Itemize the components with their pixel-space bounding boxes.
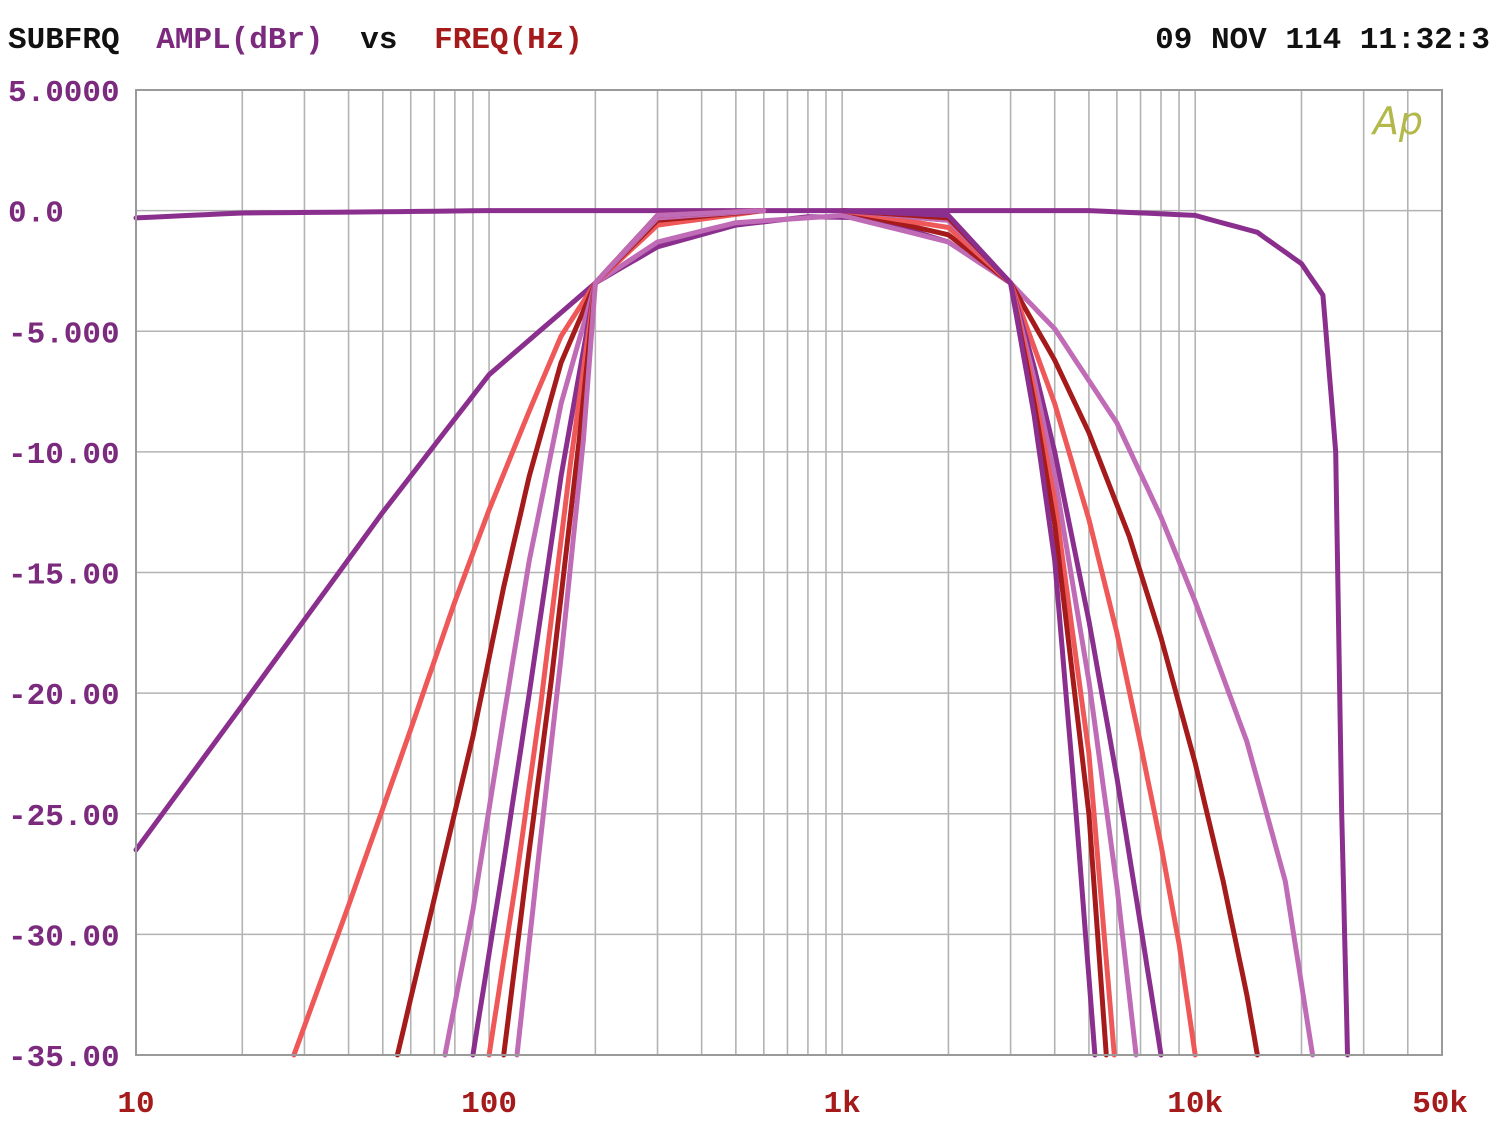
series-line-10: [839, 208, 1098, 1058]
y-tick-label: -35.00: [8, 1041, 120, 1076]
y-tick-label: -20.00: [8, 679, 120, 714]
series-line-2: [133, 214, 1014, 853]
series-layer: [133, 208, 1350, 1058]
header-x-quantity: FREQ(Hz): [434, 23, 583, 58]
header-timestamp: 09 NOV 114 11:32:3: [1155, 23, 1490, 58]
x-tick-label: 1k: [824, 1087, 861, 1122]
x-tick-label: 50k: [1412, 1087, 1468, 1122]
header-vs: vs: [360, 23, 397, 58]
y-tick-label: -15.00: [8, 559, 120, 594]
y-tick-label: -10.00: [8, 438, 120, 473]
series-line-17: [514, 208, 767, 1058]
header-prefix: SUBFRQ: [8, 23, 120, 58]
series-line-5: [839, 208, 1198, 1058]
series-line-1: [133, 208, 1350, 1058]
y-tick-label: 0.0: [8, 197, 64, 232]
series-line-3: [592, 212, 1316, 1058]
x-tick-label: 10: [117, 1087, 154, 1122]
y-tick-label: -30.00: [8, 920, 120, 955]
header-title: SUBFRQ AMPL(dBr) vs FREQ(Hz): [8, 23, 583, 58]
y-tick-label: -25.00: [8, 800, 120, 835]
y-tick-label: 5.0000: [8, 76, 120, 111]
axis-labels: 5.0000 0.0 -5.000 -10.00 -15.00 -20.00 -25.00 -…: [8, 76, 1468, 1122]
x-tick-label: 10k: [1167, 1087, 1223, 1122]
plot-frame: [135, 89, 1443, 1056]
header-y-quantity: AMPL(dBr): [156, 23, 323, 58]
ap-logo: Ap: [1370, 99, 1423, 143]
y-tick-label: -5.000: [8, 317, 120, 352]
x-tick-label: 100: [461, 1087, 517, 1122]
